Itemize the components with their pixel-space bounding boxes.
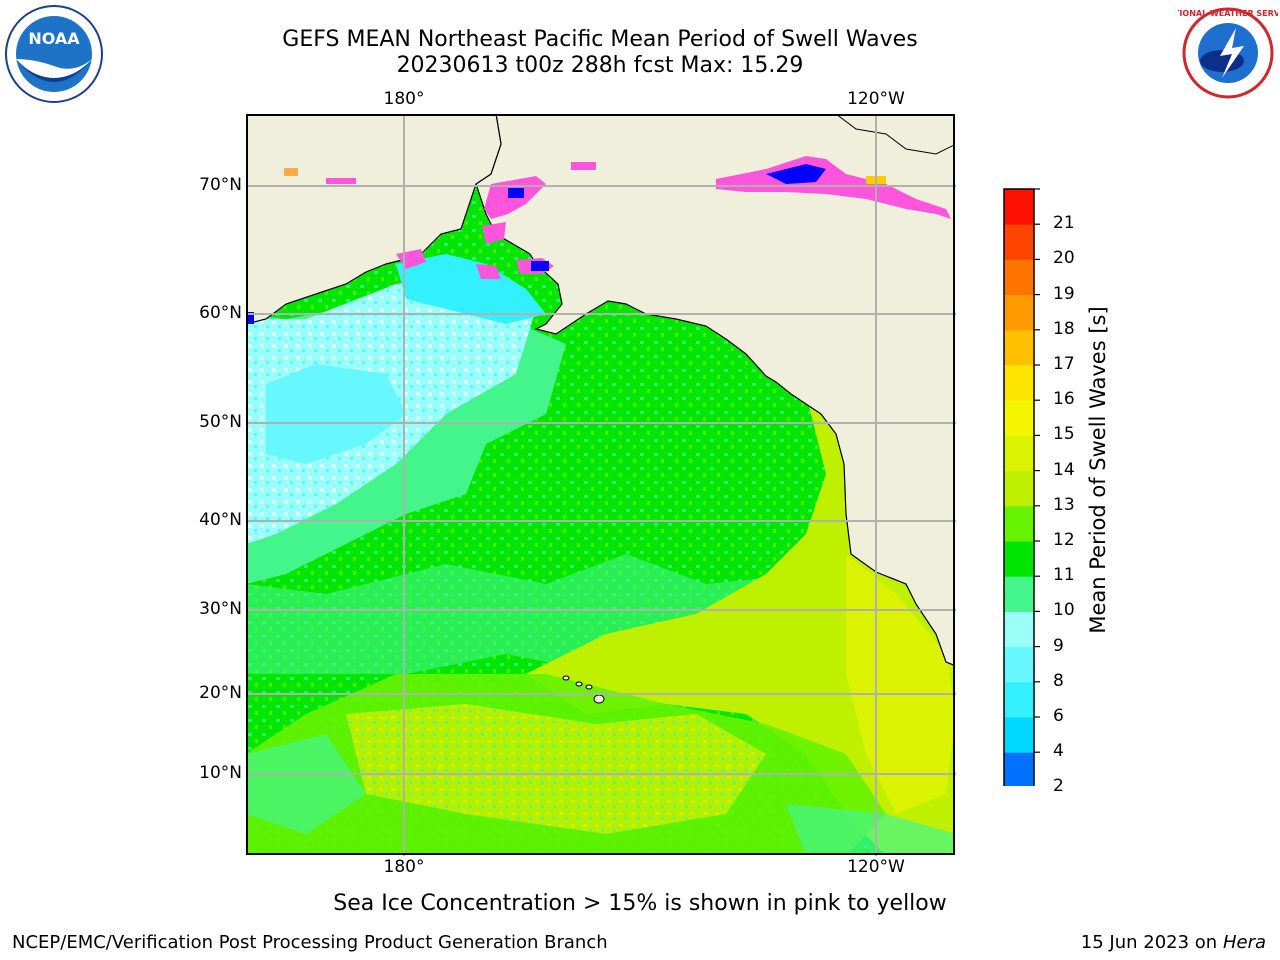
chart-title: GEFS MEAN Northeast Pacific Mean Period … [282,27,918,52]
colorbar-tick-label: 13 [1053,494,1075,515]
lat-label-30n: 30°N [199,599,242,619]
footer-branch: NCEP/EMC/Verification Post Processing Pr… [12,932,608,953]
noaa-logo-text: NOAA [28,29,80,48]
north-america-land [475,115,954,666]
colorbar-segment [1004,400,1034,436]
footer-date: 15 Jun 2023 on Hera [1081,932,1266,953]
colorbar-tick-label: 8 [1053,670,1064,691]
map-gridlines [246,114,956,856]
colorbar-tick-label: 20 [1053,248,1075,269]
lat-label-10n: 10°N [199,763,242,783]
colorbar-segment [1004,259,1034,296]
lon-label-bottom-180: 180° [383,857,425,877]
colorbar-segment [1004,752,1034,786]
lat-label-40n: 40°N [199,510,242,530]
colorbar-tick-label: 9 [1053,635,1064,656]
colorbar-segment [1004,505,1034,542]
colorbar-segment [1004,541,1034,577]
swell-region-7s [266,364,406,464]
colorbar-segment [1004,435,1034,472]
colorbar-segment [1004,224,1034,260]
lon-label-top-180: 180° [383,89,425,109]
footer-host: Hera [1222,932,1266,953]
colorbar-tick-label: 16 [1053,389,1075,410]
colorbar-tick-label: 15 [1053,424,1075,445]
chart-subtitle: 20230613 t00z 288h fcst Max: 15.29 [396,53,804,78]
nws-logo-text: NATIONAL WEATHER SERVICE [1178,9,1278,18]
colorbar-segment [1004,611,1034,648]
lat-label-20n: 20°N [199,683,242,703]
lon-label-bottom-120w: 120°W [847,857,905,877]
colorbar-tick-label: 21 [1053,213,1075,234]
nws-logo: NATIONAL WEATHER SERVICE [1178,7,1278,99]
colorbar-tick-label: 10 [1053,600,1075,621]
colorbar-tick-label: 2 [1053,776,1064,797]
colorbar-segment [1004,681,1034,718]
colorbar-segment [1004,329,1034,366]
lat-label-60n: 60°N [199,303,242,323]
sea-ice-note: Sea Ice Concentration > 15% is shown in … [333,891,947,916]
colorbar-label: Mean Period of Swell Waves [s] [1086,306,1110,634]
hawaii-islands [562,675,605,704]
lat-label-70n: 70°N [199,175,242,195]
bering-sea-field [396,254,546,324]
map-frame [246,114,955,855]
colorbar-segment [1004,365,1034,401]
colorbar [1003,188,1040,786]
colorbar-tick-label: 19 [1053,283,1075,304]
colorbar-tick-label: 11 [1053,565,1075,586]
colorbar-segment [1004,189,1034,225]
colorbar-segment [1004,717,1034,753]
colorbar-tick-label: 4 [1053,741,1064,762]
noaa-logo: NOAA [5,5,103,103]
colorbar-tick-label: 18 [1053,318,1075,339]
colorbar-segment [1004,646,1034,683]
swell-region-13s [846,554,954,814]
colorbar-segment [1004,576,1034,612]
colorbar-segment [1004,470,1034,507]
footer-date-text: 15 Jun 2023 on [1080,932,1218,953]
map-panel [246,114,956,856]
lat-label-50n: 50°N [199,412,242,432]
colorbar-tick-label: 17 [1053,354,1075,374]
colorbar-tick-label: 12 [1053,530,1075,550]
colorbar-segment [1004,294,1034,331]
lon-label-top-120w: 120°W [847,89,905,109]
colorbar-tick-label: 14 [1053,459,1075,480]
colorbar-tick-label: 6 [1053,706,1064,726]
